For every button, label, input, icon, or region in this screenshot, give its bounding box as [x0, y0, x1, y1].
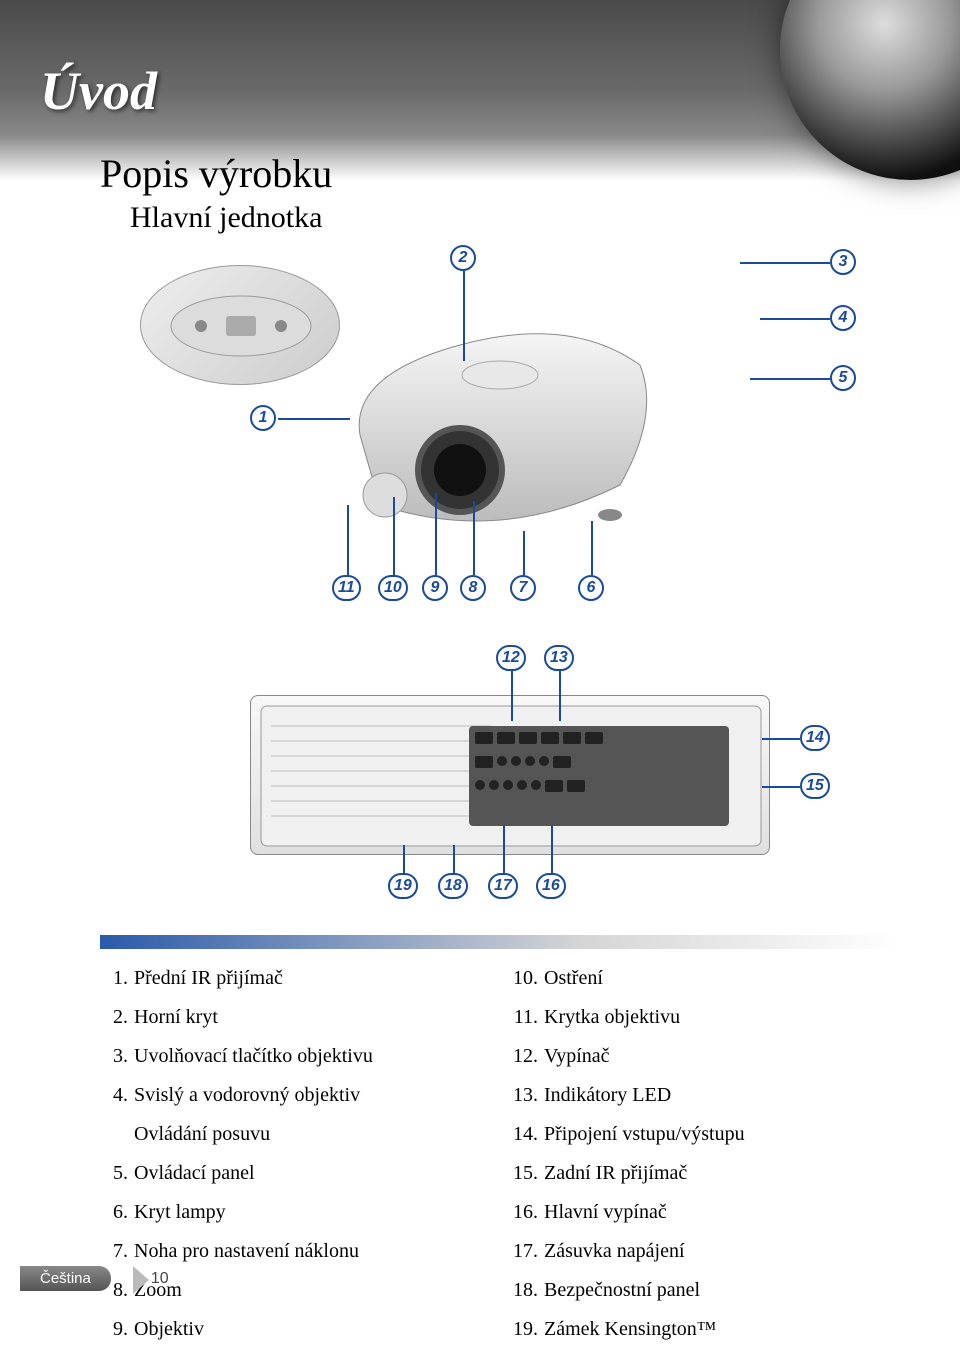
callout-13: 13 [544, 645, 574, 671]
list-item-number: 3. [100, 1043, 134, 1070]
list-item-text: Hlavní vypínač [544, 1199, 900, 1226]
list-item-number: 12. [510, 1043, 544, 1070]
callout-4: 4 [830, 305, 856, 331]
list-item-text: Ovládání posuvu [134, 1121, 490, 1148]
list-item-number: 7. [100, 1238, 134, 1265]
callout-19: 19 [388, 873, 418, 899]
list-item-number: 18. [510, 1277, 544, 1304]
list-item-number: 15. [510, 1160, 544, 1187]
list-item-text: Bezpečnostní panel [544, 1277, 900, 1304]
list-item-number: 11. [510, 1004, 544, 1031]
list-item-text: Uvolňovací tlačítko objektivu [134, 1043, 490, 1070]
list-item: 9.Objektiv [100, 1316, 490, 1343]
list-item-number [100, 1121, 134, 1148]
footer-page-number: 10 [151, 1270, 169, 1288]
list-item-number: 13. [510, 1082, 544, 1109]
list-item: 15.Zadní IR přijímač [510, 1160, 900, 1187]
list-item-text: Zoom [134, 1277, 490, 1304]
callout-3: 3 [830, 249, 856, 275]
list-item: Ovládání posuvu [100, 1121, 490, 1148]
list-item: 16.Hlavní vypínač [510, 1199, 900, 1226]
list-item-text: Zásuvka napájení [544, 1238, 900, 1265]
callout-15: 15 [800, 773, 830, 799]
list-item-text: Přední IR přijímač [134, 965, 490, 992]
callout-5: 5 [830, 365, 856, 391]
list-item: 13.Indikátory LED [510, 1082, 900, 1109]
callout-14: 14 [800, 725, 830, 751]
callout-11: 11 [332, 575, 361, 601]
list-item: 10.Ostření [510, 965, 900, 992]
list-item-text: Zámek Kensington™ [544, 1316, 900, 1343]
list-item-text: Indikátory LED [544, 1082, 900, 1109]
rear-diagram: 12 13 14 15 16 17 18 19 [140, 645, 860, 905]
callout-12: 12 [496, 645, 526, 671]
callout-1: 1 [250, 405, 276, 431]
callout-8: 8 [460, 575, 486, 601]
callout-6: 6 [578, 575, 604, 601]
list-item-text: Krytka objektivu [544, 1004, 900, 1031]
list-item-number: 4. [100, 1082, 134, 1109]
list-item-text: Noha pro nastavení náklonu [134, 1238, 490, 1265]
list-item-text: Připojení vstupu/výstupu [544, 1121, 900, 1148]
list-item-text: Zadní IR přijímač [544, 1160, 900, 1187]
heading: Popis výrobku [100, 150, 900, 197]
list-item-number: 5. [100, 1160, 134, 1187]
list-item-number: 17. [510, 1238, 544, 1265]
list-item: 19.Zámek Kensington™ [510, 1316, 900, 1343]
list-item-text: Ovládací panel [134, 1160, 490, 1187]
list-item: 18.Bezpečnostní panel [510, 1277, 900, 1304]
list-item-text: Kryt lampy [134, 1199, 490, 1226]
page-footer: Čeština 10 [20, 1266, 169, 1291]
list-item: 3.Uvolňovací tlačítko objektivu [100, 1043, 490, 1070]
list-item: 6.Kryt lampy [100, 1199, 490, 1226]
callout-17: 17 [488, 873, 518, 899]
subheading: Hlavní jednotka [130, 201, 900, 235]
list-item-text: Vypínač [544, 1043, 900, 1070]
list-item-number: 2. [100, 1004, 134, 1031]
projector-illustration [340, 315, 660, 535]
list-item-text: Svislý a vodorovný objektiv [134, 1082, 490, 1109]
list-item-number: 16. [510, 1199, 544, 1226]
list-item: 2.Horní kryt [100, 1004, 490, 1031]
list-item-text: Horní kryt [134, 1004, 490, 1031]
section-title: Úvod [40, 60, 157, 122]
list-item: 17.Zásuvka napájení [510, 1238, 900, 1265]
list-item-number: 19. [510, 1316, 544, 1343]
callout-10: 10 [378, 575, 408, 601]
callout-7: 7 [510, 575, 536, 601]
callout-9: 9 [422, 575, 448, 601]
list-header-bar [100, 935, 900, 949]
list-item: 4.Svislý a vodorovný objektiv [100, 1082, 490, 1109]
list-item: 14.Připojení vstupu/výstupu [510, 1121, 900, 1148]
list-item: 7.Noha pro nastavení náklonu [100, 1238, 490, 1265]
callout-18: 18 [438, 873, 468, 899]
callout-16: 16 [536, 873, 566, 899]
footer-language: Čeština [20, 1266, 111, 1291]
callout-2: 2 [450, 245, 476, 271]
list-item-number: 14. [510, 1121, 544, 1148]
list-item: 11.Krytka objektivu [510, 1004, 900, 1031]
list-item-number: 9. [100, 1316, 134, 1343]
list-item: 1.Přední IR přijímač [100, 965, 490, 992]
list-item: 12.Vypínač [510, 1043, 900, 1070]
list-item-number: 6. [100, 1199, 134, 1226]
page-content: Popis výrobku Hlavní jednotka [100, 150, 900, 1355]
parts-list: 1.Přední IR přijímač2.Horní kryt3.Uvolňo… [100, 965, 900, 1355]
list-item-number: 10. [510, 965, 544, 992]
list-item-text: Ostření [544, 965, 900, 992]
list-item-text: Objektiv [134, 1316, 490, 1343]
zoom-inset [140, 265, 340, 385]
list-item-number: 1. [100, 965, 134, 992]
front-diagram: 1 2 3 4 5 6 7 8 9 10 11 [140, 245, 860, 625]
list-item: 5.Ovládací panel [100, 1160, 490, 1187]
